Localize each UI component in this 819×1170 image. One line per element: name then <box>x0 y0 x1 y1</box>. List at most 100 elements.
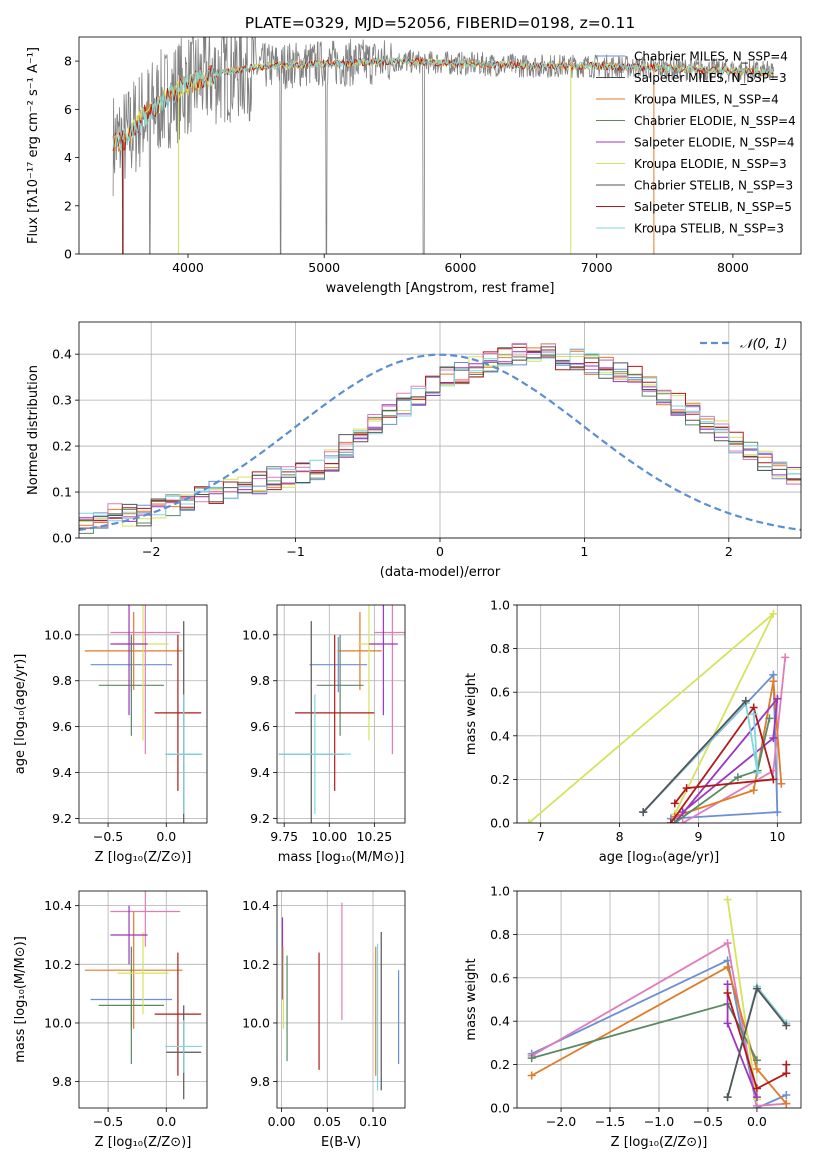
mass_vs_Z-errorbars <box>84 891 203 1100</box>
massweight_vs_age-frame <box>516 604 802 824</box>
x-tick-label: 4000 <box>172 260 204 275</box>
errorbar-point <box>110 605 181 755</box>
x-tick-label: 8000 <box>717 260 749 275</box>
age_vs_Z-frame <box>78 604 208 824</box>
legend-label: Kroupa ELODIE, N_SSP=3 <box>634 157 787 171</box>
weight-point-marker <box>752 1064 761 1073</box>
legend-label: Salpeter MILES, N_SSP=3 <box>634 71 787 85</box>
y-axis-label: age [log₁₀(age/yr)] <box>13 654 28 775</box>
y-tick-label: 0.8 <box>490 927 510 942</box>
mass_vs_EBV-axes: 0.00 0.05 0.10 9.8 10.0 10.2 10.4 E(B-V) <box>242 891 405 1150</box>
weight-point-marker <box>769 733 778 742</box>
weight-point-marker <box>749 710 758 718</box>
x-tick-label: 0.10 <box>359 1114 387 1129</box>
histogram-series <box>79 346 801 527</box>
y-tick-label: 10.0 <box>242 1015 270 1030</box>
y-tick-label: 0 <box>64 247 72 262</box>
spectrum-legend: Chabrier MILES, N_SSP=4 Salpeter MILES, N… <box>596 50 796 236</box>
weight-point-marker <box>723 988 732 997</box>
x-tick-label: 0.00 <box>268 1114 296 1129</box>
x-tick-label: 6000 <box>445 260 477 275</box>
x-tick-label: 0.05 <box>313 1114 341 1129</box>
massweight_vs_Z-lines <box>527 895 791 1108</box>
y-tick-label: 9.8 <box>52 673 72 688</box>
x-tick-label: 10.25 <box>356 829 392 844</box>
y-tick-label: 0.8 <box>490 641 510 656</box>
weight-point-marker <box>752 1093 761 1102</box>
spectrum-frame <box>78 36 802 255</box>
weight-series-line <box>726 899 758 1100</box>
weight-point-marker <box>678 819 687 823</box>
weight-point-marker <box>733 773 742 782</box>
legend-label: Salpeter STELIB, N_SSP=5 <box>634 200 792 214</box>
y-tick-label: 9.8 <box>250 1074 270 1089</box>
errorbar-point <box>98 634 164 736</box>
y-tick-label: 2 <box>64 198 72 213</box>
weight-point-marker <box>749 786 758 795</box>
y-tick-label: 8 <box>64 54 72 69</box>
legend-label: Kroupa STELIB, N_SSP=3 <box>634 222 784 236</box>
weight-point-marker <box>781 653 790 662</box>
x-tick-label: −0.5 <box>693 1114 723 1129</box>
weight-point-marker <box>524 819 533 823</box>
spectrum-lines <box>112 37 774 254</box>
age_vs_mass-axes: 9.75 10.00 10.25 9.2 9.4 9.6 9.8 10.0 mass [log₁… <box>242 605 405 865</box>
weight-point-marker <box>782 1099 791 1108</box>
errorbar-point <box>98 946 164 1065</box>
y-tick-label: 9.8 <box>52 1074 72 1089</box>
y-axis-label: mass weight <box>464 958 479 1040</box>
y-tick-label: 0.4 <box>490 728 510 743</box>
y-tick-label: 9.6 <box>52 719 72 734</box>
weight-point-marker <box>741 696 750 705</box>
spectrum-axes: 4000 5000 6000 7000 8000 0 2 4 6 8 wavelength [Ang… <box>26 47 749 296</box>
y-tick-label: 9.2 <box>52 811 72 826</box>
residuals-frame <box>78 321 802 539</box>
age_vs_Z-errorbars <box>84 605 203 823</box>
y-tick-label: 10.4 <box>242 898 270 913</box>
weight-point-marker <box>769 677 778 686</box>
x-tick-label: 9.75 <box>270 829 298 844</box>
weight-point-marker <box>777 779 786 788</box>
x-tick-label: 7000 <box>581 260 613 275</box>
x-tick-label: −0.5 <box>93 1114 123 1129</box>
y-tick-label: 10.4 <box>44 898 72 913</box>
errorbar-point <box>154 952 202 1076</box>
x-tick-label: 10 <box>769 829 785 844</box>
y-axis-label: Normed distribution <box>26 365 41 495</box>
x-tick-label: 7 <box>537 829 545 844</box>
weight-point-marker <box>753 768 762 777</box>
y-tick-label: 6 <box>64 102 72 117</box>
weight-point-marker <box>752 984 761 993</box>
errorbar-point <box>110 605 148 716</box>
y-tick-label: 10.0 <box>44 1015 72 1030</box>
y-tick-label: 9.4 <box>52 765 72 780</box>
x-tick-label: −1.5 <box>595 1114 625 1129</box>
x-axis-label: Z [log₁₀(Z/Z⊙)] <box>95 1135 192 1150</box>
x-tick-label: −2 <box>142 544 160 559</box>
errorbar-point <box>154 634 202 791</box>
weight-point-marker <box>782 1069 791 1078</box>
weight-series-line <box>674 695 779 823</box>
x-tick-label: 0.0 <box>156 1114 176 1129</box>
residuals-legend: 𝒩(0, 1) <box>700 337 787 352</box>
y-tick-label: 0.6 <box>490 685 510 700</box>
weight-point-marker <box>773 694 782 703</box>
age_vs_Z-axes: −0.5 0.0 9.2 9.4 9.6 9.8 10.0 Z [log₁₀(Z/Z⊙)] ag… <box>13 605 207 865</box>
errorbar-point <box>338 611 382 690</box>
weight-point-marker <box>782 1060 791 1069</box>
errorbar-point <box>117 932 169 1015</box>
weight-series-line <box>642 701 759 813</box>
errorbar-point <box>110 891 181 947</box>
weight-point-marker <box>527 1071 536 1080</box>
weight-point-marker <box>782 1090 791 1099</box>
weight-point-marker <box>782 1021 791 1030</box>
legend-label: Chabrier STELIB, N_SSP=3 <box>634 179 793 193</box>
weight-series-line <box>674 681 783 818</box>
errorbar-point <box>368 605 398 716</box>
weight-point-marker <box>527 1054 536 1063</box>
errorbar-point <box>295 634 375 791</box>
errorbar-point <box>316 634 364 736</box>
y-tick-label: 9.2 <box>250 811 270 826</box>
y-tick-label: 0.2 <box>490 1057 510 1072</box>
y-tick-label: 10.0 <box>44 627 72 642</box>
